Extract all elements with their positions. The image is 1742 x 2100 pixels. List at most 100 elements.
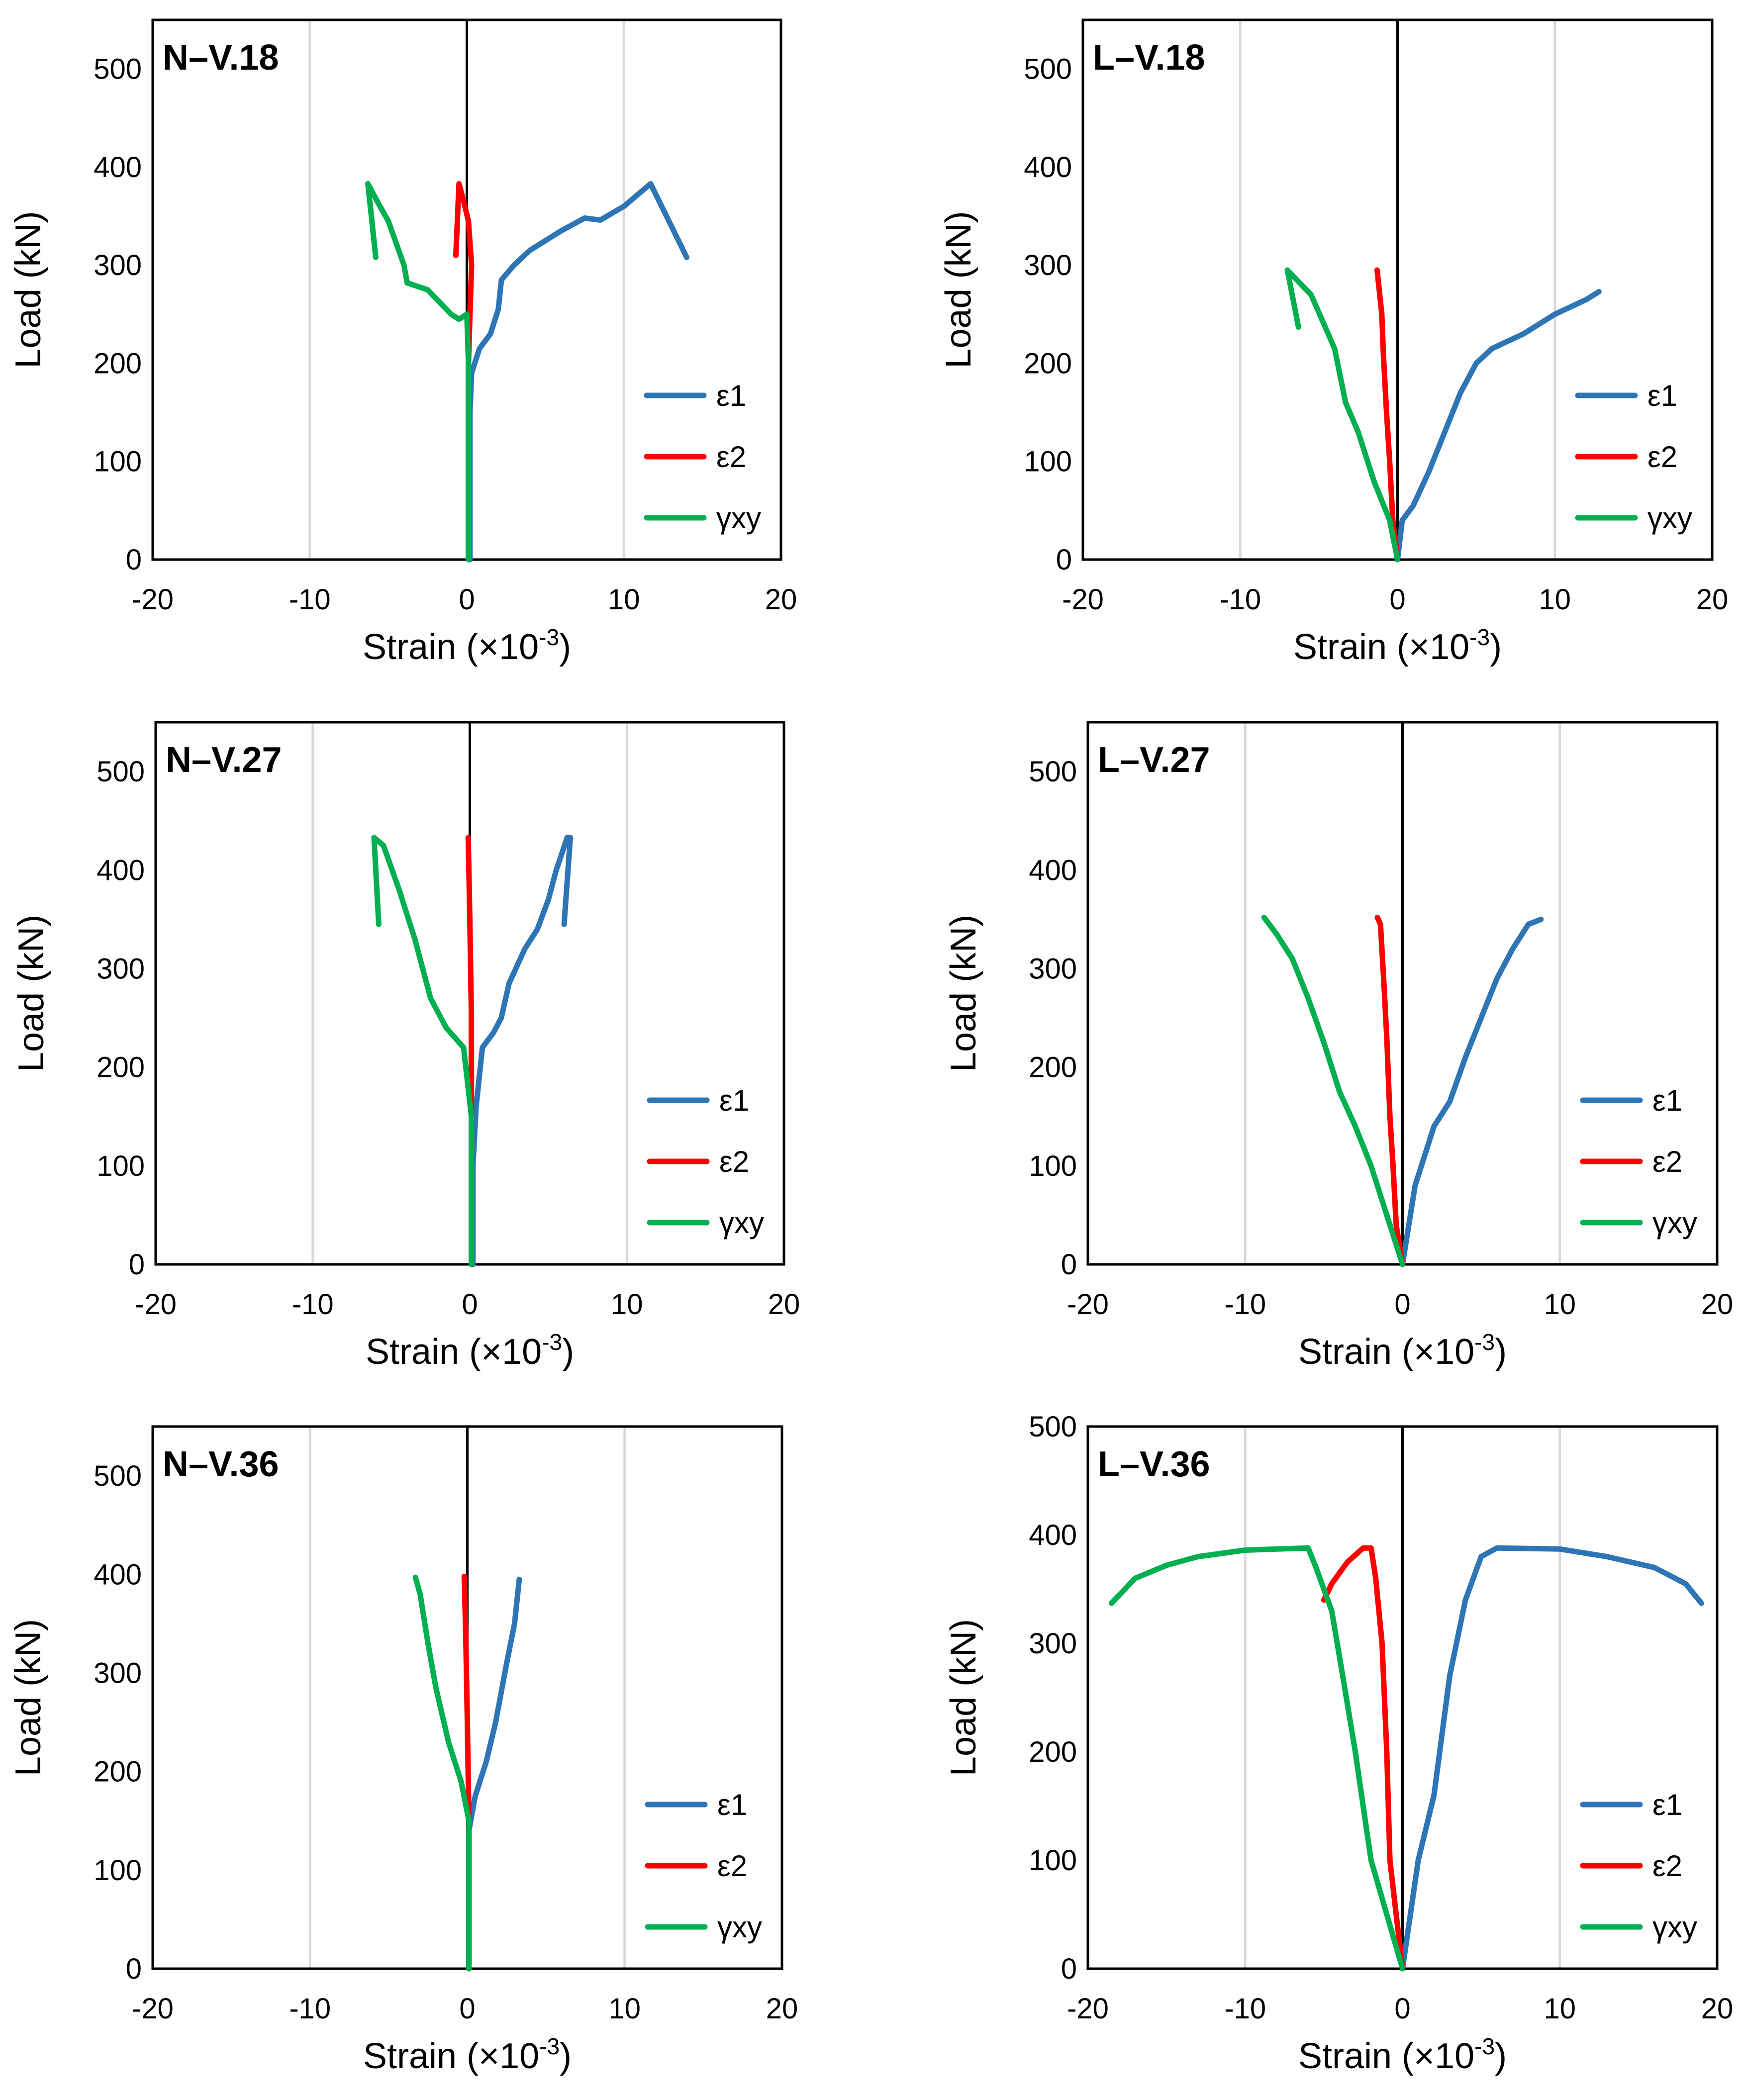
x-tick-labels: -20 -10 0 10 20 xyxy=(1067,1288,1733,1321)
y-axis-label: Load (kN) xyxy=(939,211,978,368)
grid-lines xyxy=(1244,722,1561,1264)
y-tick-label: 400 xyxy=(94,151,142,184)
x-axis-label-exponent: -3 xyxy=(1469,624,1490,650)
x-tick-labels: -20 -10 0 10 20 xyxy=(132,583,797,616)
x-tick-label: -10 xyxy=(1224,1288,1266,1321)
legend-label-gamma-xy: γxy xyxy=(717,1910,762,1944)
y-tick-label: 200 xyxy=(1029,1051,1077,1084)
x-tick-label: 10 xyxy=(611,1288,643,1321)
y-tick-label: 500 xyxy=(94,53,142,86)
x-tick-labels: -20 -10 0 10 20 xyxy=(1062,583,1728,616)
series-line-gamma-xy xyxy=(365,181,472,563)
series-line-eps1 xyxy=(1400,916,1544,1267)
x-axis-label: Strain (×10-3) xyxy=(363,2033,572,2076)
x-axis-label-exponent: -3 xyxy=(542,1329,562,1355)
legend-label-eps2: ε2 xyxy=(1652,1145,1682,1178)
legend-label-eps1: ε1 xyxy=(719,1084,749,1117)
panel-title: N–V.36 xyxy=(163,1444,279,1484)
y-tick-label: 100 xyxy=(1024,446,1072,478)
y-tick-label: 300 xyxy=(94,249,142,282)
legend-label-gamma-xy: γxy xyxy=(1652,1910,1697,1944)
legend-label-eps1: ε1 xyxy=(717,1788,747,1821)
grid-lines xyxy=(1244,1427,1561,1969)
x-tick-label: -20 xyxy=(1067,1288,1109,1321)
y-tick-label: 300 xyxy=(1029,953,1077,985)
y-tick-label: 300 xyxy=(1024,249,1072,282)
x-tick-label: 0 xyxy=(1394,1288,1410,1321)
x-tick-label: 20 xyxy=(765,583,797,616)
x-axis-label-text: Strain (×10 xyxy=(1298,1332,1474,1372)
y-tick-label: 400 xyxy=(1024,151,1072,184)
x-tick-label: -10 xyxy=(292,1288,334,1321)
legend-label-gamma-xy: γxy xyxy=(716,501,761,535)
panel-title: N–V.18 xyxy=(163,38,279,78)
y-tick-label: 0 xyxy=(1056,544,1072,576)
x-tick-label: 0 xyxy=(462,1288,478,1321)
x-tick-label: 0 xyxy=(459,1993,475,2025)
panel-n-v27: 0 100 200 300 400 500 -20 -10 0 10 20 N–V.27 Load… xyxy=(11,721,800,1372)
x-tick-label: -10 xyxy=(289,583,331,616)
panel-title: L–V.36 xyxy=(1098,1444,1210,1484)
y-tick-label: 0 xyxy=(126,544,142,576)
legend-label-eps1: ε1 xyxy=(716,379,746,412)
panel-n-v36: 0 100 200 300 400 500 -20 -10 0 10 20 N–V.36 Load… xyxy=(8,1425,798,2076)
y-tick-label: 100 xyxy=(94,1854,142,1887)
x-axis-label-end: ) xyxy=(1495,1332,1507,1372)
x-tick-label: -20 xyxy=(135,1288,177,1321)
series-line-eps1 xyxy=(467,181,689,563)
legend-label-gamma-xy: γxy xyxy=(719,1206,764,1240)
panel-title: L–V.27 xyxy=(1098,740,1210,780)
y-tick-label: 200 xyxy=(1024,347,1072,380)
series-line-gamma-xy xyxy=(1108,1545,1405,1972)
x-axis-label-end: ) xyxy=(1490,627,1502,667)
legend-label-eps2: ε2 xyxy=(1652,1849,1682,1883)
series-lines xyxy=(1261,914,1544,1267)
legend-label-eps1: ε1 xyxy=(1652,1788,1682,1821)
series-lines xyxy=(1108,1545,1704,1972)
series-lines xyxy=(412,1573,522,1972)
series-line-eps2 xyxy=(1374,267,1400,563)
x-tick-label: 20 xyxy=(768,1288,800,1321)
y-tick-labels: 0 100 200 300 400 500 xyxy=(1029,1411,1077,1985)
series-line-gamma-xy xyxy=(412,1574,472,1972)
y-tick-label: 0 xyxy=(1061,1248,1077,1281)
y-tick-label: 100 xyxy=(1029,1844,1077,1877)
legend-label-eps2: ε2 xyxy=(1647,440,1677,474)
series-line-eps1 xyxy=(1400,1545,1704,1972)
y-tick-label: 200 xyxy=(97,1051,145,1084)
grid-lines xyxy=(308,20,625,560)
y-tick-labels: 0 100 200 300 400 500 xyxy=(94,53,142,576)
y-axis-label: Load (kN) xyxy=(8,211,48,368)
x-axis-label-end: ) xyxy=(559,627,571,667)
series-line-gamma-xy xyxy=(371,835,475,1267)
grid-lines xyxy=(311,722,628,1264)
panel-n-v18: 0 100 200 300 400 500 -20 -10 0 10 20 N–V.18 Load… xyxy=(8,18,797,667)
y-tick-label: 300 xyxy=(97,953,145,985)
y-axis-label: Load (kN) xyxy=(11,915,51,1072)
legend-label-gamma-xy: γxy xyxy=(1647,501,1692,535)
legend-label-eps2: ε2 xyxy=(716,440,746,474)
x-tick-label: -20 xyxy=(1062,583,1104,616)
x-tick-label: 10 xyxy=(608,583,640,616)
x-tick-label: -10 xyxy=(289,1993,331,2025)
x-tick-label: 10 xyxy=(1539,583,1571,616)
series-line-eps1 xyxy=(1395,288,1602,563)
x-tick-label: 20 xyxy=(1701,1288,1734,1321)
y-tick-label: 200 xyxy=(94,1756,142,1788)
x-tick-labels: -20 -10 0 10 20 xyxy=(135,1288,800,1321)
x-tick-label: -20 xyxy=(132,1993,174,2025)
y-tick-label: 100 xyxy=(97,1150,145,1182)
panel-title: N–V.27 xyxy=(166,740,282,780)
y-tick-label: 400 xyxy=(1029,854,1077,886)
y-tick-label: 500 xyxy=(97,756,145,788)
grid-lines xyxy=(1239,20,1556,560)
legend: ε1 ε2 γxy xyxy=(647,1084,764,1240)
x-tick-labels: -20 -10 0 10 20 xyxy=(132,1993,798,2025)
series-lines xyxy=(365,181,689,563)
panel-title: L–V.18 xyxy=(1093,38,1205,78)
x-tick-label: 20 xyxy=(766,1993,798,2025)
grid-lines xyxy=(308,1427,626,1969)
y-tick-label: 500 xyxy=(94,1460,142,1492)
legend-label-eps1: ε1 xyxy=(1652,1084,1682,1117)
